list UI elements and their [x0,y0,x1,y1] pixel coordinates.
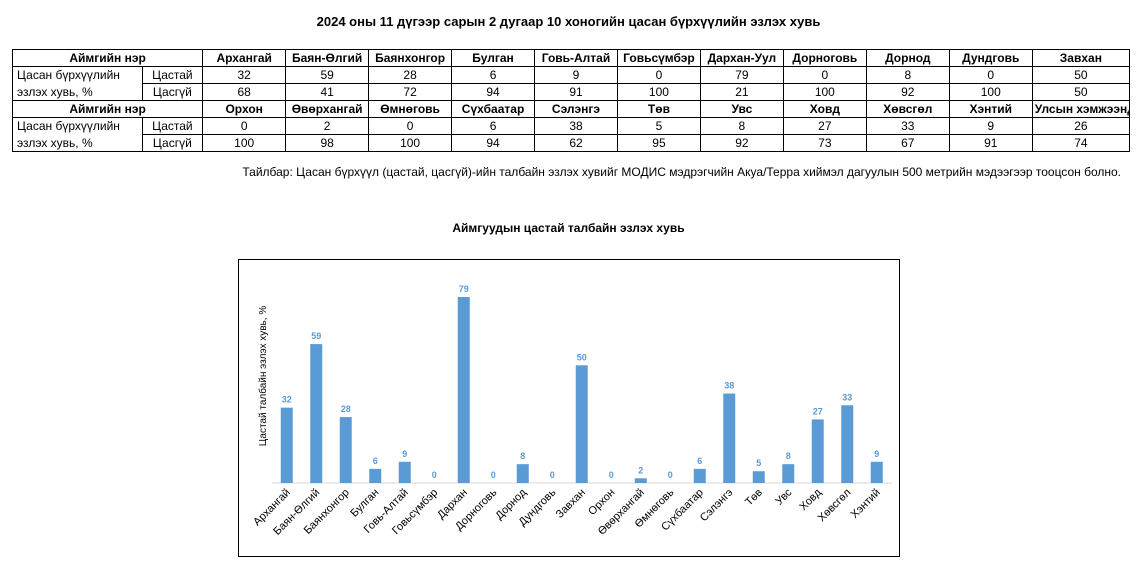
x-tick-label: Увс [773,486,794,507]
data-label: 79 [459,284,469,294]
table-note: Тайлбар: Цасан бүрхүүл (цастай, цасгүй)-… [242,165,1121,179]
bar [310,344,323,483]
data-label: 2 [638,465,643,475]
bar [280,407,293,483]
bar [723,393,736,483]
bar [369,468,382,483]
table-header-cell: Өмнөговь [368,100,453,118]
data-label: 9 [402,449,407,459]
bar [693,468,706,483]
data-label: 6 [373,456,378,466]
bar [339,417,352,483]
data-label: 33 [842,392,852,402]
bar [457,297,470,483]
data-label: 32 [282,395,292,405]
x-tick-label: Ховд [797,486,824,513]
bar [575,365,588,483]
table-cell: 74 [1031,134,1131,152]
x-tick-label: Хэнтий [849,487,883,521]
x-tick-label: Төв [743,487,765,509]
table-header-cell: Баян-Өлгий [285,49,370,67]
data-label: 8 [520,451,525,461]
data-label: 28 [341,404,351,414]
table-header-cell: Дорнод [865,49,950,67]
row-label: эзлэх хувь, % [12,134,143,152]
table-cell: 73 [782,134,867,152]
table-header-label: Аймгийн нэр [11,100,204,118]
y-axis-label: Цастай талбайн эзлэх хувь, % [257,306,269,447]
bar [516,464,529,483]
data-label: 8 [786,451,791,461]
row-label: эзлэх хувь, % [12,83,143,101]
chart-title: Аймгуудын цастай талбайн эзлэх хувь [452,221,685,235]
page-title: 2024 оны 11 дүгээр сарын 2 дугаар 10 хон… [316,14,821,29]
bar [752,471,765,483]
data-label: 5 [756,458,761,468]
row-label: Цасан бүрхүүлийн [12,117,143,135]
snow-cover-table: Аймгийн нэр Архангай Баян-Өлгий Баянхонгор Б… [11,49,1131,152]
table-cell: 92 [699,134,784,152]
x-tick-label: Завхан [554,487,588,521]
bar [782,464,795,483]
data-label: 9 [874,449,879,459]
snow-label: Цастай [141,66,204,84]
table-cell: 38 [534,117,618,135]
data-label: 0 [550,470,555,480]
bar [870,461,883,483]
table-cell: 98 [285,134,370,152]
bar [811,419,824,483]
table-header-cell: Увс [699,100,784,118]
data-label: 0 [668,470,673,480]
data-label: 59 [311,331,321,341]
table-header-cell: Архангай [202,49,287,67]
table-header-cell: Сэлэнгэ [534,100,618,118]
data-label: 0 [432,470,437,480]
data-label: 38 [724,381,734,391]
data-label: 0 [491,470,496,480]
table-cell: 94 [451,134,536,152]
x-tick-label: Сэлэнгэ [698,486,736,524]
table-cell: 62 [534,134,618,152]
table-header-cell: Улсын хэмжээнд [1031,100,1131,118]
chart-frame [238,259,900,557]
bar [841,405,854,483]
table-cell: 91 [948,134,1033,152]
table-cell: 33 [865,117,950,135]
nosnow-label: Цасгүй [141,134,204,152]
bar [398,461,411,483]
table-cell: 92 [865,83,950,101]
data-label: 6 [697,456,702,466]
table-cell: 67 [865,134,950,152]
table-cell: 32 [202,66,287,84]
row-label: Цасан бүрхүүлийн [12,66,143,84]
data-label: 50 [577,352,587,362]
table-cell: 79 [699,66,784,84]
table-cell: 95 [616,134,701,152]
x-tick-label: Хөвсгөл [816,487,854,525]
table-header-cell: Дархан-Уул [699,49,784,67]
table-header-cell: Говь-Алтай [534,49,618,67]
bar [634,478,647,483]
data-label: 27 [813,406,823,416]
data-label: 0 [609,470,614,480]
table-cell: 100 [202,134,287,152]
table-header-cell: Дорноговь [782,49,867,67]
